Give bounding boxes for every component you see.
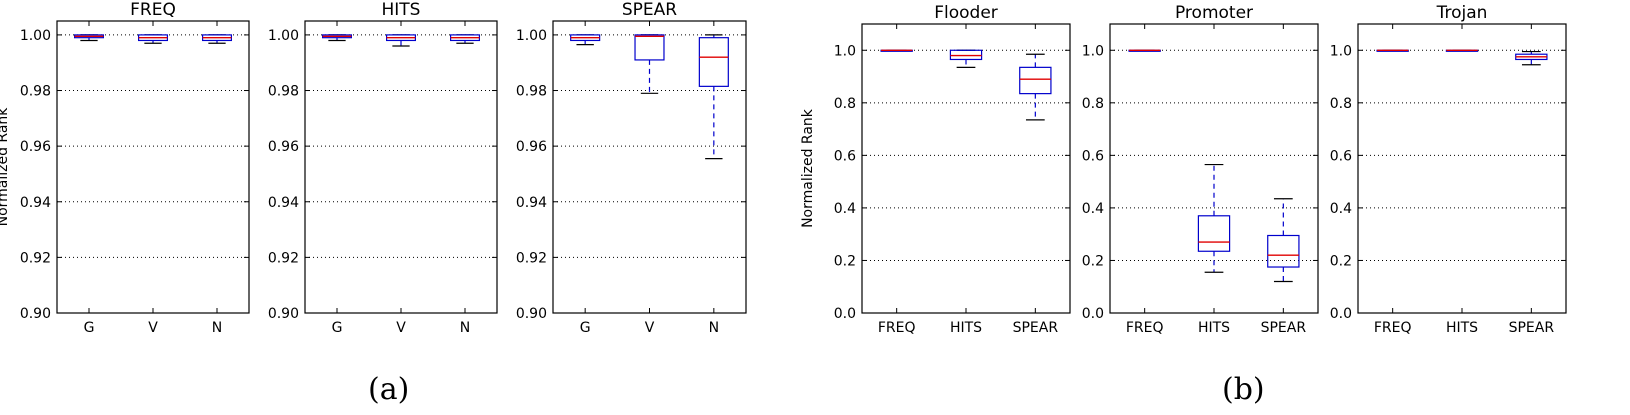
x-tick-label: HITS — [1198, 320, 1230, 336]
y-tick-label: 0.4 — [1082, 201, 1104, 217]
subplot-flooder: 0.0 0.2 0.4 0.6 0.8 1.0 Flooder Normalized Rank… — [800, 3, 1071, 336]
chart-title: HITS — [382, 0, 421, 20]
y-tick-label: 0.2 — [834, 253, 856, 269]
box-freq — [1376, 49, 1409, 52]
y-tick-label: 0.4 — [834, 201, 856, 217]
x-tick-label: N — [460, 320, 470, 336]
box-freq — [1128, 49, 1161, 52]
box-hits — [949, 49, 983, 68]
y-tick-label: 0.6 — [1082, 148, 1104, 164]
x-tick-label: G — [84, 320, 95, 336]
chart-title: FREQ — [130, 0, 176, 20]
y-tick-label: 0.8 — [1082, 96, 1104, 112]
y-tick-label: 0.6 — [1330, 148, 1352, 164]
box-g — [570, 34, 601, 46]
x-tick-label: N — [709, 320, 719, 336]
subplot-hits: 0.90 0.92 0.94 0.96 0.98 1.00 HITS G V N — [268, 0, 498, 336]
x-tick-label: HITS — [1446, 320, 1478, 336]
y-tick-label: 0.92 — [20, 250, 51, 266]
x-tick-label: SPEAR — [1261, 320, 1307, 336]
subplot-promoter: 0.0 0.2 0.4 0.6 0.8 1.0 Promoter FREQ HITS SPEAR — [1082, 3, 1319, 336]
y-tick-label: 1.00 — [516, 28, 547, 44]
subplot-spear: 0.90 0.92 0.94 0.96 0.98 1.00 SPEAR G V N — [516, 0, 747, 336]
subplot-trojan: 0.0 0.2 0.4 0.6 0.8 1.0 Trojan FREQ HITS SPEAR — [1330, 3, 1567, 336]
x-tick-label: SPEAR — [1509, 320, 1555, 336]
y-tick-label: 1.0 — [1330, 43, 1352, 59]
plot-frame — [1357, 23, 1567, 314]
box-freq — [880, 49, 913, 52]
y-tick-label: 0.8 — [1330, 96, 1352, 112]
y-tick-label: 0.96 — [268, 139, 299, 155]
plot-frame — [304, 20, 498, 314]
y-tick-label: 0.98 — [516, 84, 547, 100]
y-tick-label: 1.0 — [834, 43, 856, 59]
box-n — [450, 34, 481, 44]
subplot-freq: 0.90 0.92 0.94 0.96 0.98 1.00 FREQ Normalized R… — [0, 0, 250, 336]
caption-a: (a) — [368, 372, 410, 407]
y-tick-label: 0.96 — [516, 139, 547, 155]
y-tick-label: 0.90 — [20, 306, 51, 322]
box-v — [386, 34, 417, 47]
y-tick-label: 1.00 — [20, 28, 51, 44]
y-tick-label: 0.98 — [268, 84, 299, 100]
x-tick-label: V — [148, 320, 158, 336]
x-tick-label: SPEAR — [1013, 320, 1059, 336]
box-body — [1267, 234, 1300, 268]
y-tick-label: 0.90 — [268, 306, 299, 322]
y-tick-label: 0.2 — [1330, 253, 1352, 269]
chart-title: Flooder — [934, 3, 998, 23]
box-g — [73, 34, 104, 42]
box-body — [634, 34, 665, 61]
x-tick-label: FREQ — [1126, 320, 1164, 336]
x-tick-label: HITS — [950, 320, 982, 336]
y-axis-label: Normalized Rank — [800, 108, 816, 228]
chart-title: Promoter — [1175, 3, 1253, 23]
y-tick-label: 0.0 — [834, 306, 856, 322]
y-tick-label: 0.94 — [20, 195, 51, 211]
box-spear — [1515, 50, 1548, 66]
y-tick-label: 0.94 — [516, 195, 547, 211]
box-spear — [1019, 53, 1052, 121]
chart-title: Trojan — [1436, 3, 1488, 23]
x-tick-label: V — [396, 320, 406, 336]
x-tick-label: G — [332, 320, 343, 336]
x-tick-label: FREQ — [878, 320, 916, 336]
box-n — [698, 34, 729, 160]
y-tick-label: 0.0 — [1082, 306, 1104, 322]
box-spear — [1267, 198, 1300, 283]
plot-frame — [56, 20, 250, 314]
y-tick-label: 0.6 — [834, 148, 856, 164]
box-v — [138, 34, 169, 44]
x-tick-label: N — [212, 320, 222, 336]
y-tick-label: 0.98 — [20, 84, 51, 100]
y-tick-label: 1.00 — [268, 28, 299, 44]
box-n — [202, 34, 233, 44]
y-tick-label: 0.96 — [20, 139, 51, 155]
y-tick-label: 0.94 — [268, 195, 299, 211]
box-body — [1019, 66, 1052, 95]
x-tick-label: V — [645, 320, 655, 336]
x-tick-label: G — [580, 320, 591, 336]
y-tick-label: 0.0 — [1330, 306, 1352, 322]
y-tick-label: 0.2 — [1082, 253, 1104, 269]
chart-title: SPEAR — [622, 0, 677, 20]
y-tick-label: 1.0 — [1082, 43, 1104, 59]
caption-b: (b) — [1222, 372, 1265, 407]
y-tick-label: 0.4 — [1330, 201, 1352, 217]
box-v — [634, 34, 665, 94]
box-hits — [1197, 163, 1231, 273]
y-tick-label: 0.8 — [834, 96, 856, 112]
y-tick-label: 0.92 — [516, 250, 547, 266]
x-tick-label: FREQ — [1374, 320, 1412, 336]
box-hits — [1445, 49, 1479, 52]
box-body — [1197, 215, 1231, 252]
y-tick-label: 0.90 — [516, 306, 547, 322]
box-body — [698, 37, 729, 87]
y-tick-label: 0.92 — [268, 250, 299, 266]
box-g — [322, 34, 353, 42]
y-axis-label: Normalized Rank — [0, 107, 11, 227]
